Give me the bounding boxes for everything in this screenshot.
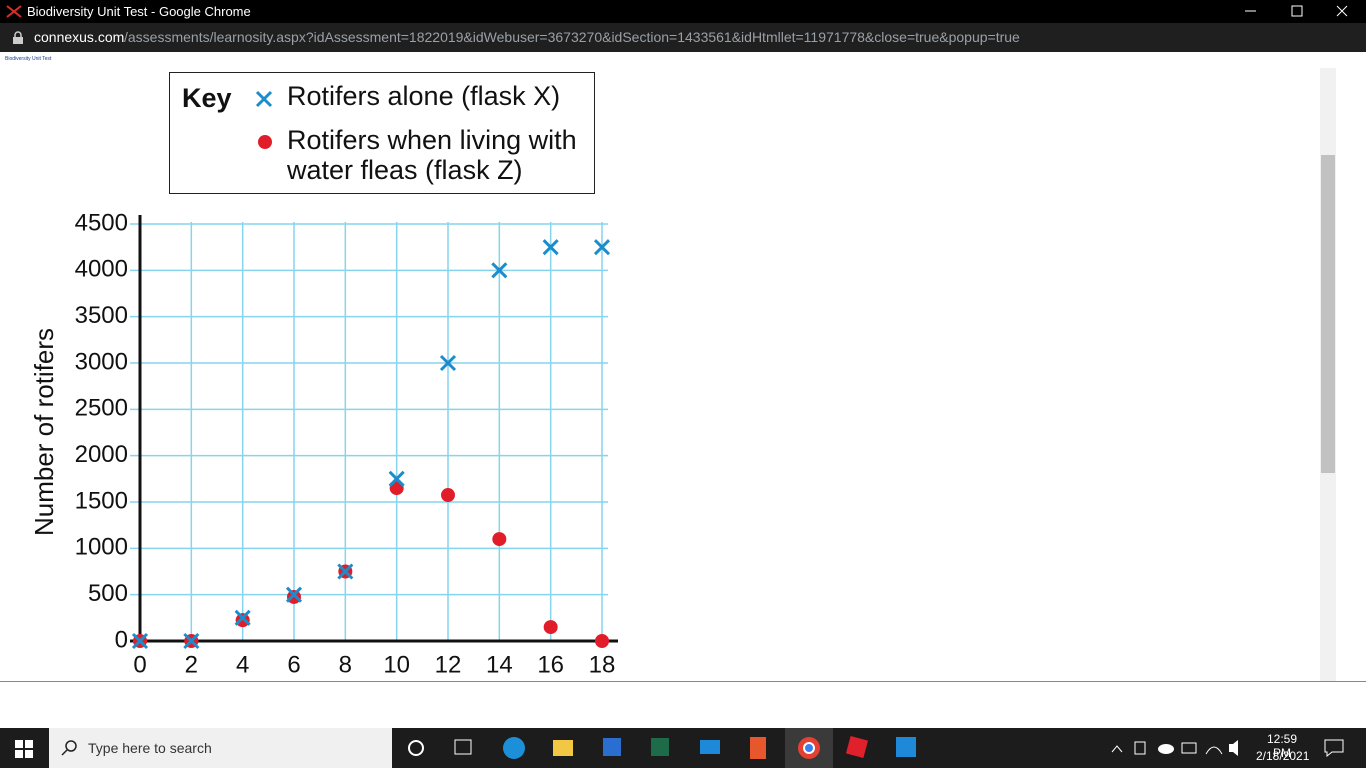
lock-icon bbox=[13, 31, 23, 44]
data-point bbox=[491, 262, 508, 279]
x-tick-label: 6 bbox=[287, 651, 300, 678]
y-tick-label: 1500 bbox=[75, 487, 128, 514]
window-controls[interactable] bbox=[1230, 0, 1366, 23]
legend-marker bbox=[258, 135, 272, 149]
data-point bbox=[388, 470, 405, 487]
data-point bbox=[389, 481, 404, 496]
x-tick-label: 12 bbox=[435, 651, 462, 678]
data-point bbox=[492, 532, 507, 547]
divider bbox=[0, 681, 1366, 682]
page-heading: Biodiversity Unit Test bbox=[5, 56, 52, 62]
data-point bbox=[235, 613, 250, 628]
data-point bbox=[593, 239, 611, 256]
data-point bbox=[543, 620, 558, 635]
system-tray[interactable] bbox=[1108, 728, 1248, 768]
x-tick-label: 4 bbox=[236, 651, 249, 678]
start-button[interactable] bbox=[15, 740, 33, 758]
x-tick-label: 2 bbox=[185, 651, 198, 678]
y-tick-label: 4000 bbox=[75, 256, 128, 283]
legend-label: Rotifers alone (flask X) bbox=[287, 81, 561, 111]
url-path: /assessments/learnosity.aspx?idAssessmen… bbox=[124, 29, 1020, 45]
url-domain: connexus.com bbox=[34, 29, 125, 45]
taskbar-apps[interactable] bbox=[400, 728, 930, 768]
legend-label: Rotifers when living with water fleas (f… bbox=[287, 125, 577, 185]
chart: Number of rotifers 0 2 4 6 8 10 12 14 16 18 0 500 10… bbox=[29, 209, 618, 678]
y-tick-label: 0 bbox=[115, 626, 128, 653]
legend-marker-shape bbox=[255, 90, 273, 108]
search-placeholder: Type here to search bbox=[88, 740, 212, 756]
data-point bbox=[131, 632, 149, 650]
y-tick-label: 500 bbox=[88, 580, 128, 607]
title-bar: Biodiversity Unit Test - Google Chrome bbox=[0, 0, 1366, 23]
page-content: Biodiversity Unit Test bbox=[0, 52, 1320, 681]
data-point bbox=[441, 488, 455, 503]
taskbar: Type here to search 12:59 PM 2/18/2021 bbox=[0, 728, 1366, 768]
x-tick-label: 18 bbox=[589, 651, 616, 678]
y-tick-label: 2000 bbox=[75, 441, 128, 468]
data-point bbox=[285, 586, 303, 603]
notifications[interactable] bbox=[1324, 739, 1344, 757]
data-point bbox=[287, 589, 301, 604]
data-point bbox=[337, 563, 354, 580]
x-tick-label: 8 bbox=[339, 651, 352, 678]
search-box[interactable]: Type here to search bbox=[49, 728, 392, 768]
clock-time: 12:59 PM bbox=[1266, 732, 1298, 760]
window-title: Biodiversity Unit Test - Google Chrome bbox=[27, 4, 251, 19]
x-tick-label: 10 bbox=[383, 651, 410, 678]
y-tick-label: 1000 bbox=[75, 534, 128, 561]
legend-marker-shape bbox=[258, 135, 272, 149]
legend-marker bbox=[255, 90, 273, 108]
legend-title: Key bbox=[182, 83, 232, 113]
y-tick-label: 3000 bbox=[75, 348, 128, 375]
app-icon bbox=[6, 5, 22, 18]
data-point bbox=[439, 354, 457, 372]
y-tick-label: 4500 bbox=[75, 209, 128, 236]
data-point bbox=[542, 239, 559, 256]
scrollbar-thumb[interactable] bbox=[1321, 155, 1335, 473]
address-bar[interactable]: connexus.com /assessments/learnosity.asp… bbox=[0, 23, 1366, 52]
data-point bbox=[234, 609, 251, 626]
y-axis-label: Number of rotifers bbox=[29, 328, 59, 536]
x-tick-label: 14 bbox=[486, 651, 513, 678]
y-tick-label: 3500 bbox=[75, 302, 128, 329]
legend: Key Rotifers alone (flask X) Rotifers wh… bbox=[169, 72, 595, 194]
search-icon bbox=[61, 740, 77, 756]
clock-date: 2/18/2021 bbox=[1256, 749, 1310, 763]
x-tick-label: 16 bbox=[537, 651, 564, 678]
x-tick-label: 0 bbox=[133, 651, 146, 678]
data-point bbox=[183, 632, 200, 650]
y-tick-label: 2500 bbox=[75, 395, 128, 422]
data-point bbox=[595, 634, 609, 648]
